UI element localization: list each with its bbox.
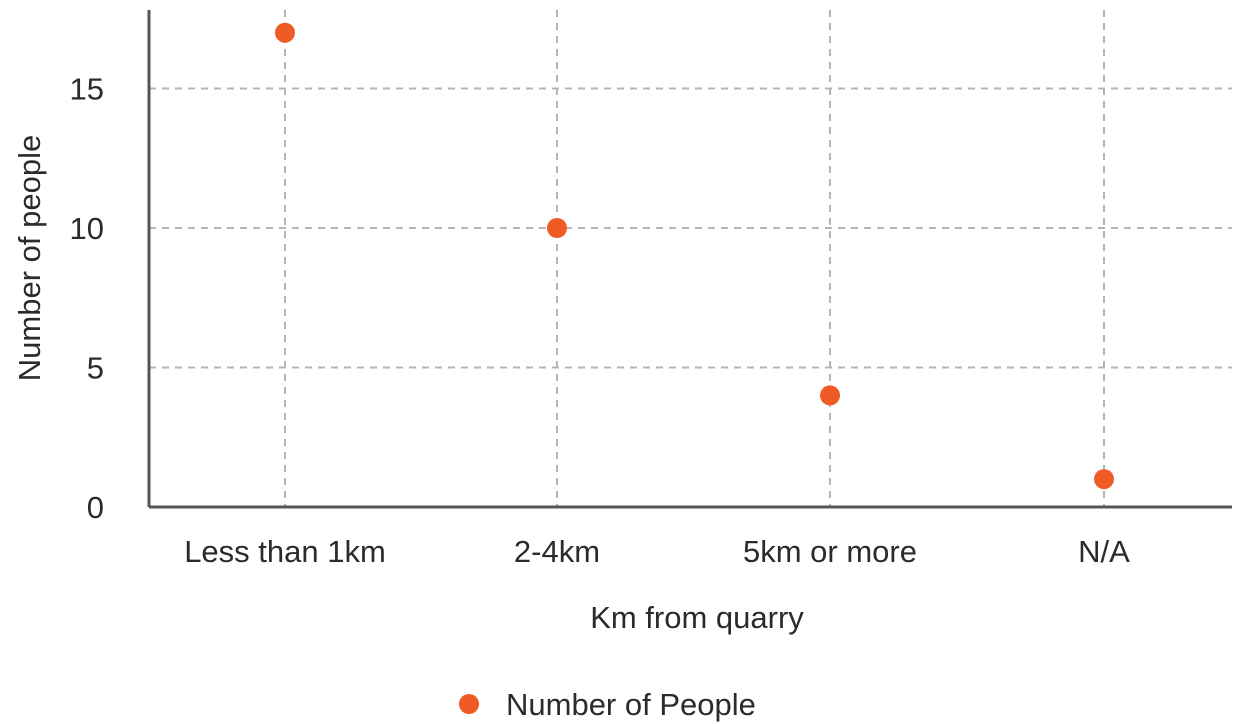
x-tick-labels: Less than 1km 2-4km 5km or more N/A xyxy=(184,534,1130,569)
legend: Number of People xyxy=(459,687,756,722)
y-axis-title: Number of people xyxy=(12,135,47,381)
y-tick-label: 10 xyxy=(70,211,104,246)
x-tick-label: 5km or more xyxy=(743,534,917,569)
y-tick-label: 15 xyxy=(70,72,104,107)
x-tick-label: 2-4km xyxy=(514,534,600,569)
data-point xyxy=(275,22,295,43)
y-tick-label: 0 xyxy=(87,490,104,525)
legend-label: Number of People xyxy=(506,687,756,722)
x-tick-label: Less than 1km xyxy=(184,534,386,569)
data-point xyxy=(820,385,840,406)
y-tick-label: 5 xyxy=(87,351,104,386)
data-point xyxy=(547,218,567,238)
legend-marker xyxy=(459,694,479,714)
axes xyxy=(147,10,1232,509)
x-axis-title: Km from quarry xyxy=(590,600,804,635)
grid-lines xyxy=(149,10,1232,507)
x-tick-label: N/A xyxy=(1078,534,1130,569)
data-point xyxy=(1094,469,1114,490)
data-points xyxy=(275,22,1114,490)
y-tick-labels: 0 5 10 15 xyxy=(70,72,104,526)
